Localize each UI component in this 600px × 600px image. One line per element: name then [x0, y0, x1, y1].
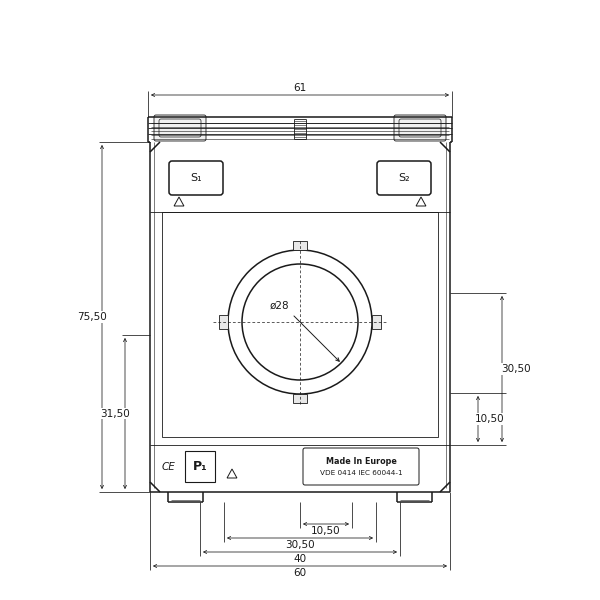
Text: 61: 61 — [293, 83, 307, 93]
Text: 30,50: 30,50 — [285, 540, 315, 550]
Text: P₁: P₁ — [193, 460, 208, 473]
Bar — [372, 315, 381, 329]
Bar — [293, 394, 307, 403]
Text: Made In Europe: Made In Europe — [326, 457, 397, 466]
Bar — [293, 241, 307, 250]
Text: VDE 0414 IEC 60044-1: VDE 0414 IEC 60044-1 — [320, 470, 403, 476]
FancyBboxPatch shape — [394, 115, 446, 141]
Bar — [219, 315, 228, 329]
Text: S₂: S₂ — [398, 173, 410, 183]
Text: 60: 60 — [293, 568, 307, 578]
Text: ø28: ø28 — [269, 301, 289, 311]
Text: 10,50: 10,50 — [475, 414, 505, 424]
FancyBboxPatch shape — [154, 115, 206, 141]
Bar — [185, 451, 215, 482]
Text: CE: CE — [161, 461, 175, 472]
Bar — [162, 212, 438, 437]
Text: S₁: S₁ — [190, 173, 202, 183]
Text: 10,50: 10,50 — [311, 526, 341, 536]
Text: 40: 40 — [293, 554, 307, 564]
Text: 31,50: 31,50 — [100, 409, 130, 419]
Text: 30,50: 30,50 — [501, 364, 531, 374]
Text: 75,50: 75,50 — [77, 312, 107, 322]
